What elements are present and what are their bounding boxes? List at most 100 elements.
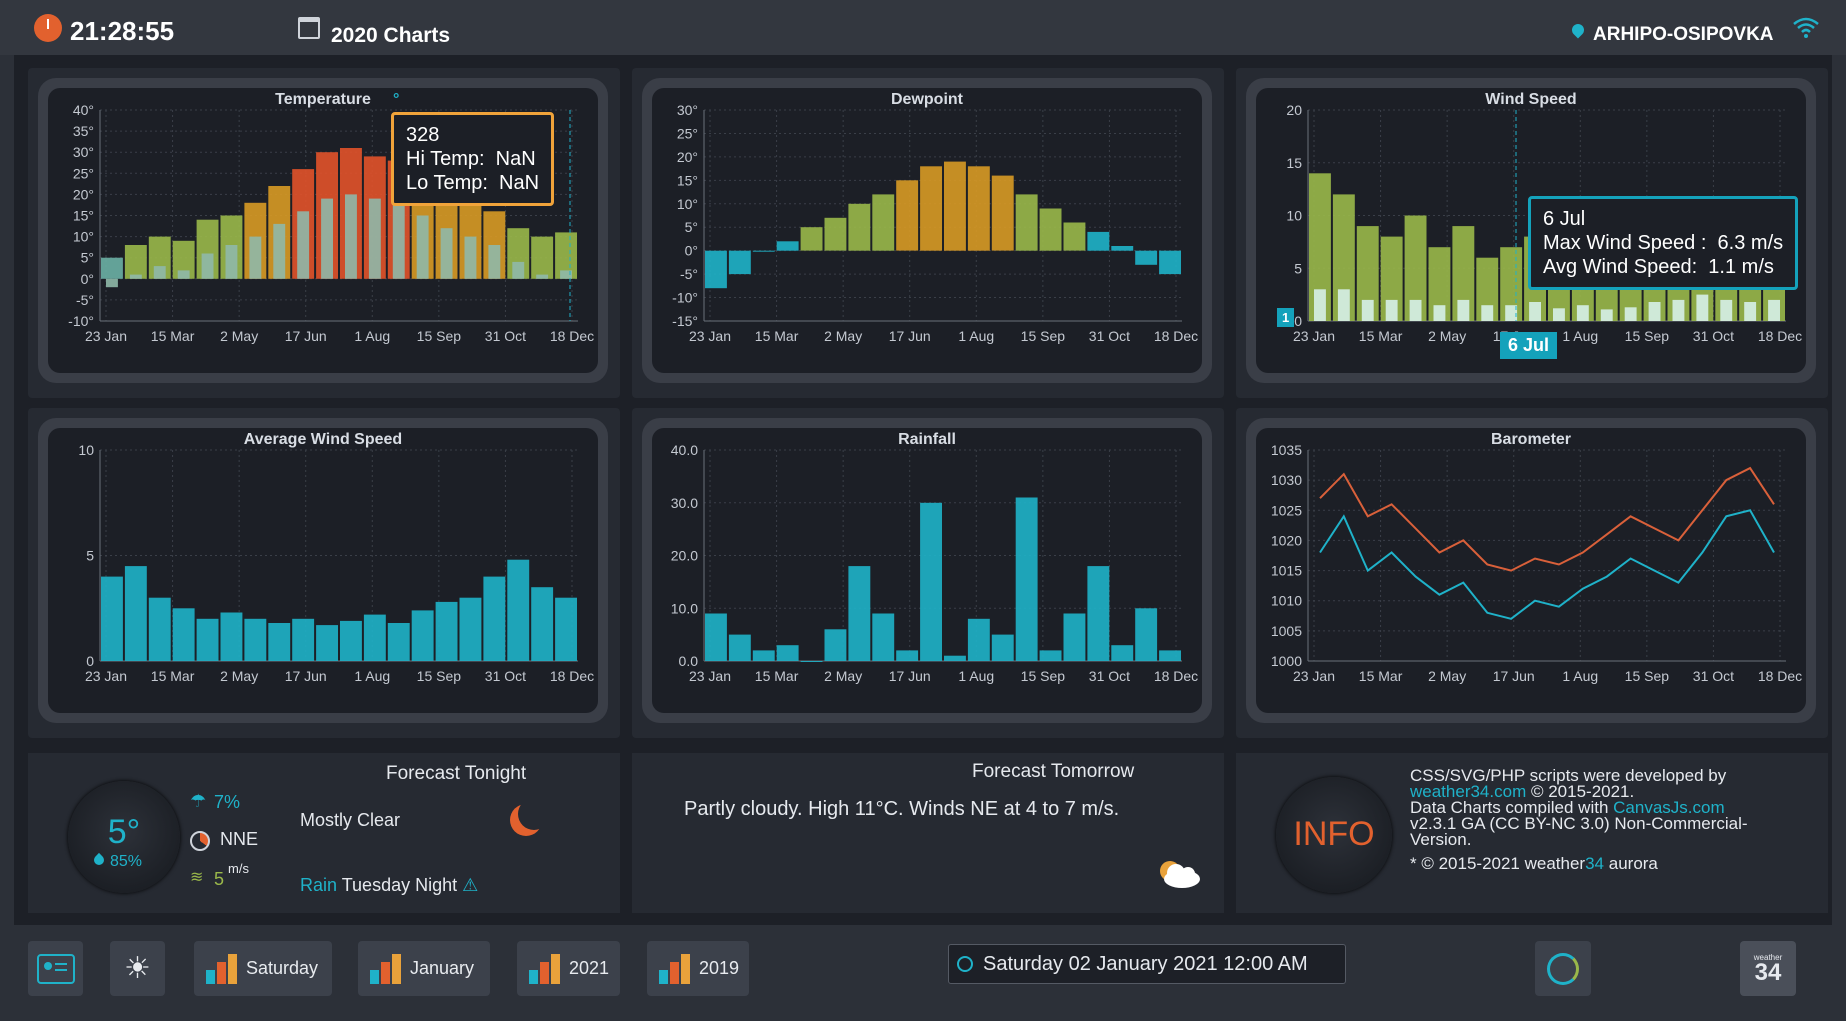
barometer-chart[interactable]: Barometer 1035 1030 1025 1020 1015 1010 1005 100… [1256,428,1806,713]
y-tick-label: 30° [677,102,698,118]
x-tick-label: 17 Jun [889,668,931,684]
x-tick-label: 31 Oct [1089,328,1130,344]
temperature-chart[interactable]: Temperature ° 40° 35° 30° 25° 20° 15° 10° 5° 0° -5°… [48,88,598,373]
tooltip-index: 328 [406,124,440,146]
wind-icon: ≋ [190,869,204,886]
chart-title: Temperature [275,91,371,108]
bar [1428,247,1451,321]
tooltip-avg-label: Avg Wind Speed: [1543,256,1698,278]
x-tick-label: 15 Mar [1359,668,1403,684]
info-badge[interactable]: INFO [1276,777,1392,893]
x-tick-label: 15 Sep [1625,328,1670,344]
bar [1111,645,1134,661]
bar-chart-icon [529,953,561,984]
chart-title: Rainfall [898,431,956,448]
refresh-button[interactable] [1535,941,1591,996]
y-tick-label: 30° [73,144,94,160]
y-tick-label: 5 [86,548,94,564]
dewpoint-chart[interactable]: Dewpoint 30° 25° 20° 15° 10° 5° 0° -5° -10° -15°23… [652,88,1202,373]
year-2021-button[interactable]: 2021 [517,941,620,996]
series-line [1319,466,1775,572]
credits-line-5: * © 2015-2021 weather [1410,854,1586,873]
y-tick-label: 1015 [1271,563,1302,579]
x-tick-label: 2 May [824,328,862,344]
year-2019-label: 2019 [699,958,740,978]
bar [776,241,799,251]
bar [345,194,357,279]
bar [1063,222,1086,251]
bar [1476,257,1499,321]
y-tick-label: 20 [1286,102,1302,118]
canvasjs-link[interactable]: CanvasJs.com [1613,798,1725,817]
bar [872,613,895,661]
y-tick-label: 1010 [1271,593,1302,609]
credits-line-2: Data Charts compiled with [1410,798,1609,817]
wind-tooltip: 6 Jul Max Wind Speed : 6.3 m/s Avg Wind … [1528,196,1799,290]
id-card-icon [36,953,75,984]
bar [153,266,166,279]
y-tick-label: 40° [73,102,94,118]
bar [316,625,338,661]
station-location: ARHIPO-OSIPOVKA [1593,24,1774,45]
bar [896,180,919,251]
bar [1481,305,1494,321]
bar [1385,299,1398,321]
y-tick-label: 10° [73,229,94,245]
weather34-logo-button[interactable]: weather 34 [1740,941,1796,996]
bar [201,253,214,279]
y-tick-label: 0.0 [679,653,699,669]
rainfall-chart[interactable]: Rainfall 40.0 30.0 20.0 10.0 0.023 Jan 15 Mar 2… [652,428,1202,713]
x-tick-label: 23 Jan [85,328,127,344]
bar [273,223,286,279]
bar [440,228,453,279]
x-tick-label: 23 Jan [1293,328,1335,344]
bar [249,236,262,279]
bar [1111,246,1134,251]
month-label: January [410,958,475,978]
bar [488,245,501,279]
info-panel: INFO CSS/SVG/PHP scripts were developed … [1236,753,1828,913]
bar [531,236,554,279]
y-tick-label: 1035 [1271,442,1302,458]
bar [824,217,847,251]
bar [225,245,238,279]
bar [177,270,190,279]
day-chart-button[interactable]: Saturday [194,941,332,996]
average-wind-chart[interactable]: Average Wind Speed 10 5 023 Jan 15 Mar 2 May 1… [48,428,598,713]
x-tick-label: 1 Aug [958,328,994,344]
y-tick-label: 20° [677,149,698,165]
x-tick-label: 31 Oct [485,328,526,344]
bar [848,203,871,251]
calendar-icon[interactable] [298,17,320,39]
x-tick-label: 2 May [220,668,258,684]
bar [368,198,381,279]
y-tick-label: 15° [73,208,94,224]
bar [705,613,727,661]
x-tick-label: 15 Mar [755,668,799,684]
weather34-link[interactable]: weather34.com [1410,782,1527,801]
bar [1433,305,1446,321]
chart-title: Wind Speed [1485,91,1576,108]
bar [1648,302,1661,321]
page-title[interactable]: 2020 Charts [331,24,451,47]
clock-small-icon [957,956,973,972]
bar [555,597,577,661]
bar [1529,302,1541,321]
bar [172,608,195,662]
y-tick-label: 5° [685,219,698,235]
theme-toggle-button[interactable]: ☀ [110,941,165,996]
bar [1356,226,1379,321]
bar-chart-icon [659,953,691,984]
y-tick-label: -5° [76,292,94,308]
month-chart-button[interactable]: January [358,941,490,996]
bar [1015,194,1038,251]
bar [555,232,577,279]
year-2019-button[interactable]: 2019 [647,941,749,996]
station-info-button[interactable] [28,941,83,996]
x-tick-label: 23 Jan [689,668,731,684]
rain-time: Tuesday Night [341,875,458,895]
bar [464,236,477,279]
bar [124,566,147,661]
logo-top-text: weather [1753,953,1783,962]
tooltip-hi-label: Hi Temp: [406,148,485,170]
